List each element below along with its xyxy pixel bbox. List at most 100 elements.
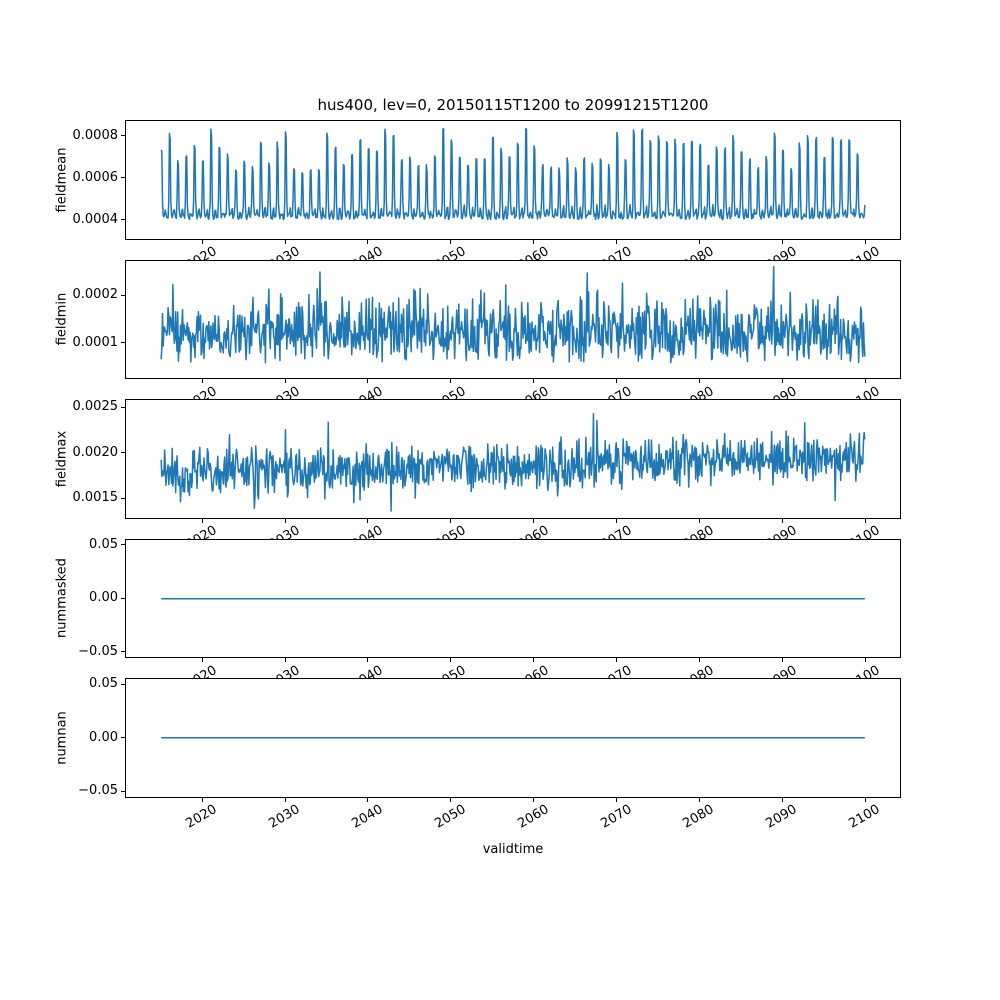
x-tick-mark: [698, 658, 700, 662]
plot-area-fieldmax: [125, 399, 901, 519]
y-tick-label: 0.0006: [72, 169, 119, 185]
y-tick-mark: [121, 452, 125, 454]
x-tick-mark: [533, 518, 535, 523]
x-tick-mark: [284, 658, 286, 662]
y-tick-mark: [121, 342, 125, 344]
x-tick-label: 2040: [349, 802, 386, 832]
x-tick-mark: [864, 379, 866, 383]
x-tick-mark: [698, 379, 700, 383]
chart-title: hus400, lev=0, 20150115T1200 to 20991215…: [317, 96, 709, 114]
y-tick-mark: [121, 294, 125, 296]
x-tick-mark: [450, 239, 452, 244]
x-tick-mark: [367, 379, 369, 383]
y-tick-label: 0.0002: [72, 287, 119, 303]
line-series-numnan: [161, 737, 865, 739]
y-tick-label: 0.00: [89, 590, 118, 606]
y-tick-mark: [121, 177, 125, 179]
line-series-fieldmax: [160, 412, 866, 512]
x-tick-mark: [201, 797, 203, 802]
x-tick-mark: [450, 379, 452, 383]
x-tick-mark: [201, 379, 203, 383]
x-tick-label: 2070: [597, 802, 635, 832]
x-tick-mark: [616, 518, 618, 523]
subplot-fieldmax: fieldmax 0.00150.00200.00252020203020402…: [0, 399, 1000, 553]
x-tick-mark: [450, 658, 452, 662]
y-tick-label: 0.05: [89, 536, 118, 552]
plot-area-fieldmin: [125, 259, 901, 379]
x-tick-mark: [201, 518, 203, 523]
x-tick-mark: [367, 658, 369, 662]
x-tick-label: 2020: [183, 802, 220, 832]
x-tick-mark: [616, 379, 618, 383]
x-tick-mark: [201, 239, 203, 244]
x-tick-mark: [864, 518, 866, 523]
x-tick-mark: [698, 518, 700, 523]
x-tick-mark: [533, 239, 535, 244]
y-tick-mark: [121, 597, 125, 599]
x-tick-label: 2060: [515, 802, 552, 832]
x-tick-mark: [367, 797, 369, 802]
x-tick-mark: [616, 797, 618, 802]
y-tick-label: 0.05: [89, 676, 118, 692]
x-tick-mark: [533, 658, 535, 662]
x-tick-mark: [450, 518, 452, 523]
y-tick-label: 0.0025: [72, 399, 119, 415]
y-tick-label: 0.0001: [72, 334, 119, 350]
line-series-fieldmean: [160, 127, 866, 221]
x-tick-mark: [284, 379, 286, 383]
x-tick-label: 2090: [763, 802, 800, 832]
y-tick-mark: [121, 497, 125, 499]
x-tick-mark: [864, 797, 866, 802]
y-tick-label: 0.00: [89, 729, 118, 745]
x-tick-mark: [781, 518, 783, 523]
x-tick-mark: [533, 797, 535, 802]
y-tick-label: −0.05: [78, 783, 118, 799]
x-tick-mark: [781, 797, 783, 802]
line-series-nummasked: [161, 597, 865, 599]
x-tick-mark: [781, 379, 783, 383]
subplot-numnan: numnan 0.05 0.00 −0.05 2020 2030 2040 2050 2060…: [0, 676, 1000, 832]
y-tick-mark: [121, 406, 125, 408]
subplot-fieldmin: fieldmin 0.00010.00022020203020402050206…: [0, 259, 1000, 413]
y-tick-mark: [121, 135, 125, 137]
x-tick-mark: [698, 797, 700, 802]
x-tick-mark: [367, 518, 369, 523]
x-axis-label: validtime: [482, 842, 544, 857]
x-tick-mark: [864, 239, 866, 244]
x-tick-mark: [201, 658, 203, 662]
x-tick-mark: [284, 797, 286, 802]
y-tick-label: 0.0015: [72, 490, 119, 506]
x-tick-mark: [533, 379, 535, 383]
x-tick-mark: [450, 797, 452, 802]
x-tick-mark: [781, 239, 783, 244]
y-tick-label: 0.0020: [72, 444, 119, 460]
x-tick-label: 2050: [432, 802, 469, 832]
y-tick-mark: [121, 790, 125, 792]
plot-area-fieldmean: [125, 120, 901, 240]
plot-area-numnan: [125, 678, 901, 798]
x-tick-label: 2030: [266, 802, 303, 832]
y-tick-mark: [121, 683, 125, 685]
x-tick-mark: [864, 658, 866, 662]
x-tick-mark: [367, 239, 369, 244]
plot-area-nummasked: [125, 538, 901, 658]
line-series-fieldmin: [160, 265, 866, 363]
y-tick-mark: [121, 651, 125, 653]
y-tick-label: 0.0004: [72, 211, 119, 227]
x-tick-mark: [698, 239, 700, 244]
x-tick-mark: [284, 239, 286, 244]
y-tick-mark: [121, 219, 125, 221]
x-tick-mark: [781, 658, 783, 662]
x-tick-label: 2080: [680, 802, 717, 832]
x-tick-mark: [616, 239, 618, 244]
subplot-nummasked: nummasked 0.050.00−0.0520202030204020502…: [0, 536, 1000, 692]
y-tick-label: 0.0008: [72, 127, 119, 143]
x-tick-mark: [616, 658, 618, 662]
x-tick-label: 2100: [846, 802, 883, 832]
x-tick-mark: [284, 518, 286, 523]
subplot-fieldmean: fieldmean 0.00040.00060.0008202020302040…: [0, 120, 1000, 274]
y-tick-mark: [121, 544, 125, 546]
y-tick-mark: [121, 737, 125, 739]
y-tick-label: −0.05: [78, 643, 118, 659]
